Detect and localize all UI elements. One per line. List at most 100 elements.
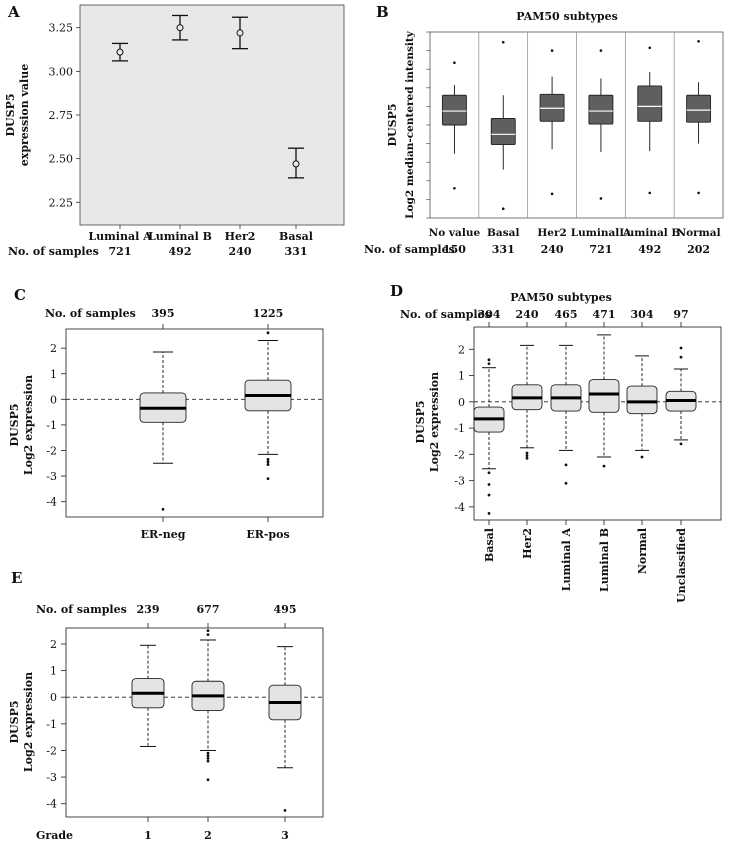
panel-a-ylabel-1: DUSP5: [4, 93, 17, 136]
panel-d-sample-count: 465: [555, 308, 578, 321]
panel-e-xlabel: Grade: [36, 829, 73, 842]
panel-e-ytick-label: 0: [50, 691, 57, 704]
panel-b-xtick-label: Luminal A: [571, 227, 632, 239]
panel-c-ytick-label: -2: [46, 444, 57, 457]
panel-d-outlier: [564, 481, 568, 485]
panel-d-ylabel-2: Log2 expression: [428, 372, 441, 472]
panel-d-sample-count: 97: [673, 308, 688, 321]
panel-d-sample-count: 304: [478, 308, 501, 321]
panel-b-outlier: [550, 192, 554, 196]
panel-b-box: [686, 94, 712, 123]
panel-b-outlier: [453, 186, 456, 190]
panel-c-ytick-label: 2: [50, 342, 57, 355]
panel-a-xtick-label: Luminal A: [88, 230, 152, 243]
panel-e-ylabel-2: Log2 expression: [22, 672, 35, 772]
panel-d-outlier: [487, 512, 491, 515]
panel-d-ytick-label: -1: [454, 422, 465, 435]
panel-e-outlier: [206, 757, 210, 760]
panel-c-ytick-label: 1: [50, 368, 57, 381]
panel-b-samples-label: No. of samples: [364, 243, 455, 256]
panel-e-outlier: [206, 629, 210, 633]
panel-c-plot-area: [65, 328, 324, 518]
panel-d-samples-label: No. of samples: [400, 308, 491, 321]
panel-e-outlier: [206, 633, 210, 637]
panel-b-xtick-label: Her2: [537, 227, 566, 239]
panel-b-sample-count: 150: [443, 243, 466, 256]
panel-d-outlier: [679, 442, 683, 446]
panel-b-title: PAM50 subtypes: [516, 10, 618, 23]
panel-d-ytick-label: -2: [454, 448, 465, 461]
panel-c-ytick-label: -1: [46, 419, 57, 432]
panel-a-ytick-label: 2.25: [49, 196, 74, 209]
panel-d-xtick-label: Luminal B: [598, 528, 611, 592]
panel-b-outlier: [697, 40, 700, 43]
panel-a: A DUSP5 expression value 2.25 2.50 2.75 3.0…: [4, 3, 345, 258]
panel-e-ylabel-1: DUSP5: [8, 700, 21, 743]
panel-d-ylabel-1: DUSP5: [414, 400, 427, 443]
panel-c-samples-label: No. of samples: [45, 307, 136, 320]
panel-b-sample-count: 240: [541, 243, 564, 256]
panel-a-xtick-label: Basal: [279, 230, 313, 243]
panel-d-outlier: [487, 483, 491, 486]
panel-a-sample-count: 721: [109, 245, 132, 258]
panel-a-mean-point: [116, 48, 124, 56]
panel-e-sample-count: 495: [274, 603, 297, 616]
panel-e-outlier: [206, 778, 210, 782]
panel-e-ytick-label: -2: [46, 744, 57, 757]
panel-c-ylabel-2: Log2 expression: [22, 375, 35, 475]
panel-b-outlier: [453, 61, 456, 64]
panel-c-xtick-label: ER-neg: [141, 528, 186, 541]
panel-d-ytick-label: 2: [458, 343, 465, 356]
panel-a-sample-count: 331: [285, 245, 308, 258]
panel-d-box: [626, 385, 658, 415]
panel-d-outlier: [487, 362, 491, 366]
panel-b-ylabel-2: Log2 median-centered intensity: [404, 30, 416, 219]
panel-d-ytick-label: 0: [458, 396, 465, 409]
panel-a-plot-area: [79, 4, 345, 226]
panel-d-outlier: [525, 451, 529, 455]
panel-b-sample-count: 202: [687, 243, 710, 256]
panel-a-mean-point: [176, 24, 184, 32]
panel-d-xtick-label: Luminal A: [560, 528, 573, 592]
panel-b-xtick-label: Basal: [487, 227, 519, 239]
panel-b-sample-count: 492: [638, 243, 661, 256]
panel-c-outlier: [266, 460, 270, 464]
panel-d-outlier: [487, 493, 491, 497]
panel-e-outlier: [206, 751, 210, 755]
panel-d-outlier: [487, 358, 491, 362]
panel-a-label: A: [7, 3, 20, 21]
panel-b-box: [637, 85, 663, 122]
panel-b-box: [490, 118, 516, 145]
panel-d-title: PAM50 subtypes: [510, 291, 612, 304]
panel-e-xtick-label: 3: [281, 829, 289, 842]
panel-e-ytick-label: -4: [46, 798, 57, 811]
panel-a-samples-label: No. of samples: [8, 245, 99, 258]
panel-e-ytick-label: -3: [46, 771, 57, 784]
panel-a-ytick-label: 2.50: [49, 153, 74, 166]
panel-e-outlier: [206, 754, 210, 758]
panel-c-outlier: [266, 463, 270, 466]
panel-d-sample-count: 471: [593, 308, 616, 321]
panel-b-outlier: [501, 40, 505, 44]
panel-d-xtick-label: Normal: [636, 528, 649, 574]
panel-d-outlier: [679, 355, 683, 359]
panel-c-sample-count: 395: [152, 307, 175, 320]
panel-d-plot-area: [473, 326, 722, 521]
panel-b-outlier: [501, 207, 505, 210]
panel-c-ytick-label: 0: [50, 393, 57, 406]
panel-b-outlier: [648, 46, 652, 50]
panel-e: E No. of samples 239 677 495 DUSP5 Log2 ex…: [8, 569, 324, 842]
panel-e-ytick-label: 2: [50, 638, 57, 651]
panel-c-label: C: [14, 286, 26, 304]
panel-d-xtick-label: Basal: [483, 528, 496, 562]
panel-a-mean-point: [236, 29, 244, 37]
panel-d-outlier: [640, 455, 644, 459]
panel-b-xtick-label: Luminal B: [619, 227, 680, 239]
panel-b-outlier: [599, 197, 603, 200]
panel-d-ytick-label: -3: [454, 475, 465, 488]
panel-c: C No. of samples 395 1225 DUSP5 Log2 expr…: [8, 286, 324, 541]
panel-d-outlier: [679, 346, 683, 350]
panel-b-sample-count: 721: [589, 243, 612, 256]
panel-d-outlier: [602, 464, 606, 468]
